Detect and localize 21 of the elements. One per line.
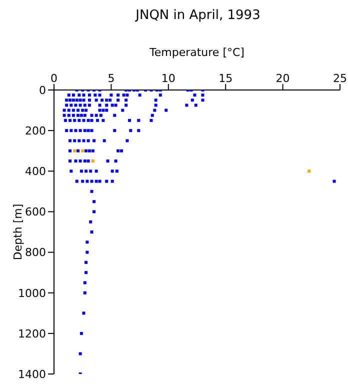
x-tick-label: 15 — [218, 72, 233, 85]
point — [73, 149, 76, 152]
point — [308, 170, 311, 173]
y-tick-label: 200 — [25, 124, 46, 138]
point — [91, 160, 94, 162]
chart-title: JNQN in April, 1993 — [134, 8, 262, 25]
y-axis-title: Depth [m] — [12, 204, 24, 260]
x-tick-label: 5 — [108, 72, 115, 85]
y-tick-label: 1000 — [18, 286, 46, 300]
y-tick-label: 400 — [25, 165, 46, 178]
x-tick-label: 25 — [333, 72, 347, 85]
y-tick-label: 0 — [39, 84, 46, 97]
x-tick-label: 10 — [161, 72, 176, 85]
point — [81, 149, 84, 152]
y-tick-label: 600 — [25, 206, 46, 219]
y-tick-label: 1400 — [18, 368, 46, 381]
y-tick-label: 800 — [25, 246, 46, 260]
x-tick-label: 0 — [50, 72, 58, 85]
x-axis-title: Temperature [°C] — [148, 46, 244, 59]
x-tick-label: 20 — [276, 72, 290, 85]
y-tick-label: 1200 — [18, 327, 46, 340]
